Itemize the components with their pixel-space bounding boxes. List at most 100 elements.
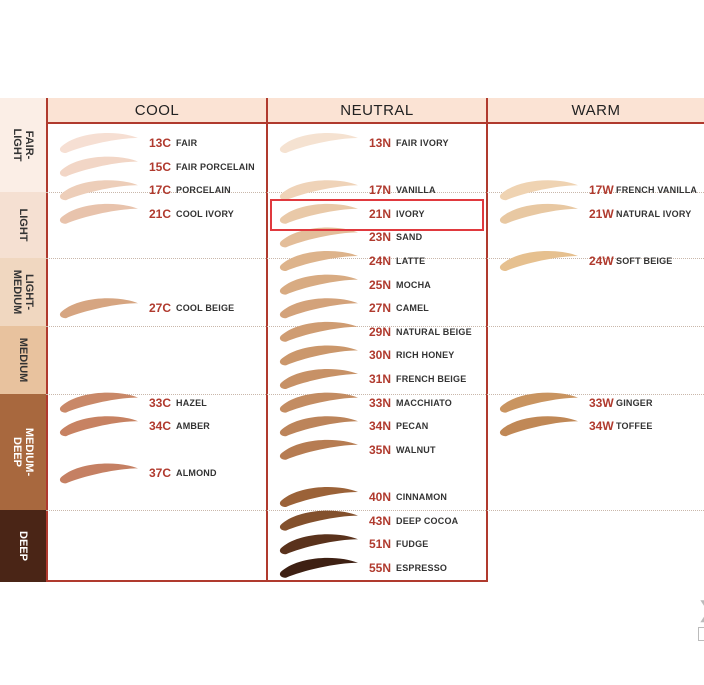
shade-swatch-27n (279, 298, 358, 319)
shade-name: CINNAMON (396, 492, 448, 502)
header-neutral: NEUTRAL (268, 98, 486, 124)
shade-swatch-31n (279, 369, 358, 389)
shade-swatch-24n (279, 251, 358, 271)
shade-swatch-55n (279, 557, 358, 578)
swatch-layer (59, 133, 578, 578)
shade-code: 24N (369, 254, 392, 268)
shade-name: FAIR IVORY (396, 138, 449, 148)
shade-name: FAIR (176, 138, 198, 148)
shade-name: MACCHIATO (396, 397, 452, 408)
shade-code: 17W (589, 183, 614, 198)
shade-name: TOFFEE (616, 421, 653, 432)
shade-name: COOL BEIGE (176, 303, 235, 314)
shade-name: FRENCH VANILLA (616, 185, 698, 196)
category-medium: MEDIUM (0, 326, 46, 394)
shade-swatch-13n (279, 133, 358, 153)
shade-code: 51N (369, 537, 392, 552)
shade-code: 31N (369, 372, 392, 386)
row-separator (46, 326, 704, 327)
column-frame-neutral (266, 98, 268, 582)
shade-code: 21N (369, 206, 392, 221)
shade-swatch-15c (59, 156, 139, 177)
selected-shade-highlight (270, 199, 484, 231)
shade-swatch-34c (59, 416, 139, 437)
shade-swatch-40n (279, 487, 358, 507)
shade-name: WALNUT (396, 444, 436, 455)
shade-code: 17C (149, 183, 172, 198)
shade-code: 27C (149, 301, 172, 316)
shade-swatch-21w (499, 203, 578, 224)
shade-code: 17N (369, 183, 392, 198)
shade-name: AMBER (176, 421, 210, 432)
header-warm: WARM (488, 98, 704, 124)
shade-code: 25N (369, 277, 392, 292)
shade-swatch-34w (499, 416, 578, 437)
shade-swatch-29n (279, 321, 358, 342)
shade-name: ESPRESSO (396, 562, 448, 573)
row-separator (46, 258, 704, 259)
shade-code: 21W (589, 206, 614, 221)
shade-code: 43N (369, 513, 392, 528)
shade-code: 34C (149, 419, 172, 434)
shade-swatch-43n (279, 510, 358, 531)
shade-name: PECAN (396, 421, 429, 432)
shade-code: 40N (369, 490, 392, 504)
shade-swatch-37c (59, 463, 139, 484)
shade-code: 33C (149, 395, 172, 410)
header-warm-label: WARM (571, 101, 621, 119)
shade-code: 34N (369, 419, 392, 434)
shade-swatch-24w (499, 251, 578, 271)
shade-swatch-23n (279, 227, 358, 248)
column-frame-warm (486, 98, 488, 582)
row-separator (46, 510, 704, 511)
shade-code: 21C (149, 206, 172, 221)
shade-swatch-17n (279, 180, 358, 201)
shade-code: 13C (149, 136, 172, 150)
shade-name: SAND (396, 232, 423, 243)
shade-name: NATURAL BEIGE (396, 326, 472, 337)
shade-swatch-33w (499, 392, 578, 413)
category-light-medium: LIGHT- MEDIUM (0, 258, 46, 326)
category-medium-deep: MEDIUM- DEEP (0, 394, 46, 510)
shade-code: 23N (369, 230, 392, 245)
shade-swatch-33n (279, 392, 358, 413)
shade-code: 15C (149, 159, 172, 174)
shade-name: SOFT BEIGE (616, 256, 673, 266)
shade-swatch-17c (59, 180, 139, 201)
bottom-border (46, 580, 488, 582)
shade-name: MOCHA (396, 279, 431, 290)
shade-name: PORCELAIN (176, 185, 231, 196)
column-frame-cool (46, 98, 48, 582)
shade-code: 33W (589, 395, 614, 410)
shade-name: LATTE (396, 256, 426, 266)
shade-swatch-13c (59, 133, 139, 153)
header-cool: COOL (48, 98, 266, 124)
shade-code: 37C (149, 466, 172, 481)
chevron-right-icon[interactable]: ❯ (697, 597, 704, 623)
square-icon (698, 627, 704, 641)
shade-swatch-21n (279, 203, 358, 224)
shade-swatch-25n (279, 274, 358, 295)
shade-swatch-51n (279, 534, 358, 555)
shade-name: VANILLA (396, 185, 436, 196)
shade-code: 35N (369, 442, 392, 457)
shade-name: ALMOND (176, 468, 217, 479)
shade-name: FRENCH BEIGE (396, 374, 467, 384)
shade-swatch-33c (59, 392, 139, 413)
shade-swatch-21c (59, 203, 139, 224)
shade-code: 55N (369, 560, 392, 575)
shade-name: FAIR PORCELAIN (176, 161, 255, 172)
shade-code: 29N (369, 324, 392, 339)
header-neutral-label: NEUTRAL (340, 101, 414, 119)
shade-name: CAMEL (396, 303, 429, 314)
shade-chart: FAIR- LIGHT LIGHT LIGHT- MEDIUM MEDIUM M… (0, 98, 704, 582)
header-cool-label: COOL (134, 101, 180, 119)
shade-code: 30N (369, 348, 392, 363)
category-fair-light: FAIR- LIGHT (0, 98, 46, 192)
shade-swatch-34n (279, 416, 358, 437)
shade-swatch-27c (59, 298, 139, 319)
shade-code: 13N (369, 136, 392, 150)
category-light: LIGHT (0, 192, 46, 258)
shade-name: RICH HONEY (396, 350, 455, 361)
shade-name: NATURAL IVORY (616, 208, 692, 219)
